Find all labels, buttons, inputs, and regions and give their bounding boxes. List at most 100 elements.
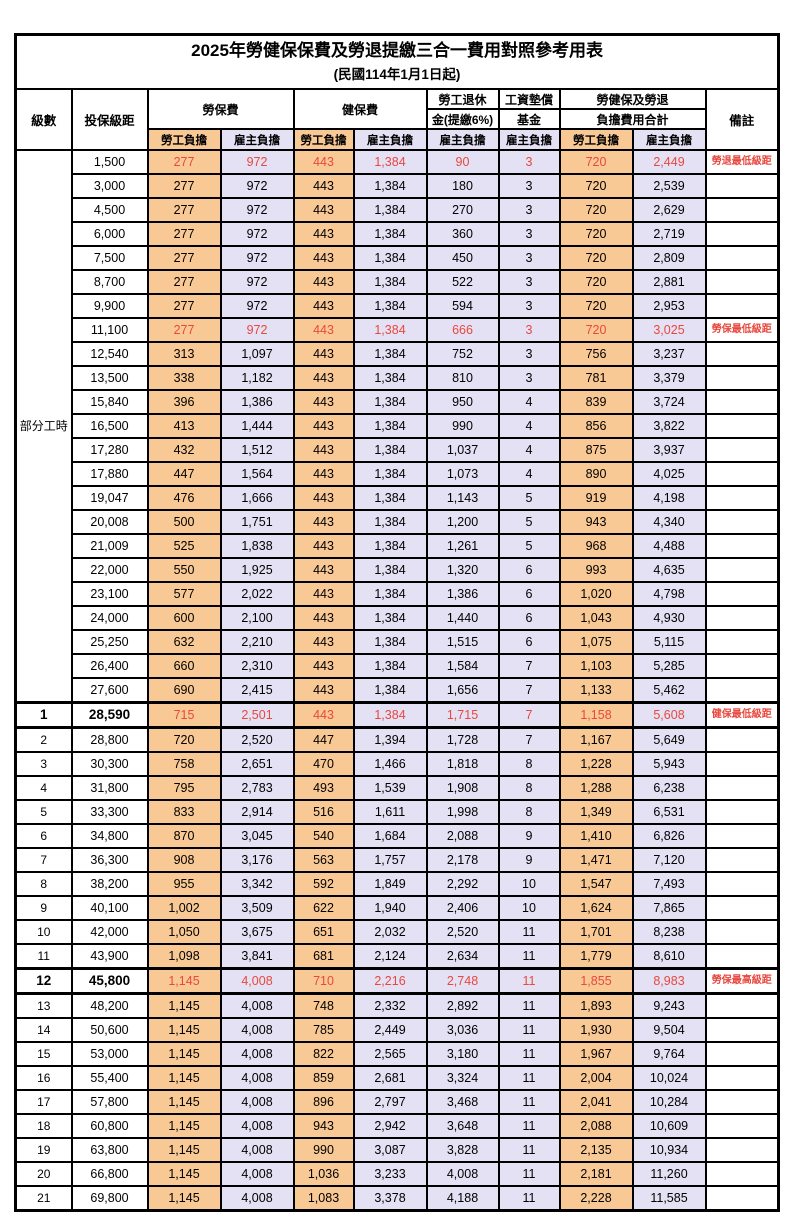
pension-employer-cell: 3,180: [425, 1041, 500, 1067]
bracket-cell: 8,700: [70, 269, 149, 295]
bracket-cell: 24,000: [70, 605, 149, 631]
health-employer-cell: 1,384: [352, 317, 428, 343]
total-employer-cell: 9,243: [631, 992, 707, 1019]
labor-employer-cell: 1,666: [219, 485, 295, 511]
labor-employer-cell: 4,008: [219, 1065, 295, 1091]
table-row: 12 45,800 1,145 4,008 710 2,216 2,748 11 1,855 8,…: [14, 967, 780, 995]
wage-fund-employer-cell: 5: [497, 533, 561, 559]
pension-employer-cell: 3,648: [425, 1113, 500, 1139]
remark-cell: [704, 847, 780, 873]
health-employee-cell: 443: [292, 389, 355, 415]
labor-employee-cell: 1,145: [146, 1089, 222, 1115]
wage-fund-employer-cell: 8: [497, 775, 561, 801]
subheader-wage-fund-employer: 雇主負擔: [497, 128, 561, 151]
remark-cell: [704, 413, 780, 439]
wage-fund-employer-cell: 5: [497, 485, 561, 511]
health-employee-cell: 443: [292, 365, 355, 391]
health-employee-cell: 443: [292, 341, 355, 367]
total-employer-cell: 4,340: [631, 509, 707, 535]
wage-fund-employer-cell: 3: [497, 317, 561, 343]
bracket-cell: 42,000: [70, 919, 149, 945]
wage-fund-employer-cell: 3: [497, 245, 561, 271]
bracket-cell: 43,900: [70, 943, 149, 970]
level-cell: 15: [14, 1041, 73, 1067]
total-employer-cell: 8,610: [631, 943, 707, 970]
health-employee-cell: 443: [292, 557, 355, 583]
remark-cell: [704, 1185, 780, 1212]
labor-employee-cell: 870: [146, 823, 222, 849]
col-header-total-line1: 勞健保及勞退: [558, 88, 707, 110]
health-employee-cell: 443: [292, 197, 355, 223]
total-employee-cell: 2,004: [558, 1065, 634, 1091]
labor-employer-cell: 2,210: [219, 629, 295, 655]
pension-employer-cell: 3,828: [425, 1137, 500, 1163]
table-row: 7 36,300 908 3,176 563 1,757 2,178 9 1,471 7,120: [14, 847, 780, 873]
level-cell: 21: [14, 1185, 73, 1212]
remark-cell: [704, 751, 780, 777]
labor-employer-cell: 4,008: [219, 1041, 295, 1067]
health-employer-cell: 1,384: [352, 485, 428, 511]
total-employer-cell: 5,649: [631, 726, 707, 753]
total-employee-cell: 1,779: [558, 943, 634, 970]
pension-employer-cell: 1,728: [425, 726, 500, 753]
wage-fund-employer-cell: 4: [497, 437, 561, 463]
health-employee-cell: 1,083: [292, 1185, 355, 1212]
labor-employer-cell: 2,914: [219, 799, 295, 825]
labor-employee-cell: 1,145: [146, 1113, 222, 1139]
labor-employee-cell: 277: [146, 269, 222, 295]
labor-employer-cell: 4,008: [219, 1137, 295, 1163]
health-employee-cell: 443: [292, 509, 355, 535]
health-employer-cell: 2,216: [352, 967, 428, 995]
col-header-total-line2: 負擔費用合計: [558, 108, 707, 130]
labor-employer-cell: 3,045: [219, 823, 295, 849]
level-cell: 13: [14, 992, 73, 1019]
labor-employer-cell: 4,008: [219, 1185, 295, 1212]
bracket-cell: 27,600: [70, 677, 149, 704]
table-row: 19 63,800 1,145 4,008 990 3,087 3,828 11 2,135 10…: [14, 1137, 780, 1163]
labor-employer-cell: 972: [219, 245, 295, 271]
total-employee-cell: 2,041: [558, 1089, 634, 1115]
total-employer-cell: 2,539: [631, 173, 707, 199]
labor-employer-cell: 1,751: [219, 509, 295, 535]
pension-employer-cell: 1,584: [425, 653, 500, 679]
pension-employer-cell: 2,520: [425, 919, 500, 945]
health-employee-cell: 1,036: [292, 1161, 355, 1187]
wage-fund-employer-cell: 11: [497, 1041, 561, 1067]
labor-employee-cell: 525: [146, 533, 222, 559]
labor-employer-cell: 1,182: [219, 365, 295, 391]
health-employer-cell: 1,384: [352, 149, 428, 175]
wage-fund-employer-cell: 9: [497, 823, 561, 849]
level-cell: 16: [14, 1065, 73, 1091]
total-employee-cell: 1,855: [558, 967, 634, 995]
total-employer-cell: 10,609: [631, 1113, 707, 1139]
labor-employee-cell: 1,145: [146, 1065, 222, 1091]
health-employee-cell: 710: [292, 967, 355, 995]
labor-employee-cell: 277: [146, 221, 222, 247]
labor-employer-cell: 3,841: [219, 943, 295, 970]
health-employer-cell: 3,378: [352, 1185, 428, 1212]
labor-employer-cell: 972: [219, 317, 295, 343]
total-employer-cell: 6,826: [631, 823, 707, 849]
labor-employee-cell: 277: [146, 245, 222, 271]
remark-cell: 健保最低級距: [704, 701, 780, 729]
bracket-cell: 40,100: [70, 895, 149, 921]
bracket-cell: 3,000: [70, 173, 149, 199]
health-employee-cell: 443: [292, 245, 355, 271]
total-employee-cell: 1,133: [558, 677, 634, 704]
level-cell: 10: [14, 919, 73, 945]
table-row: 21 69,800 1,145 4,008 1,083 3,378 4,188 11 2,228…: [14, 1185, 780, 1212]
table-row: 3 30,300 758 2,651 470 1,466 1,818 8 1,228 5,943: [14, 751, 780, 777]
total-employer-cell: 6,531: [631, 799, 707, 825]
remark-cell: [704, 775, 780, 801]
header-row-3: 勞工負擔 雇主負擔 勞工負擔 雇主負擔 雇主負擔 雇主負擔 勞工負擔 雇主負擔: [16, 128, 779, 151]
health-employee-cell: 443: [292, 677, 355, 704]
remark-cell: 勞保最高級距: [704, 967, 780, 995]
total-employer-cell: 3,822: [631, 413, 707, 439]
health-employer-cell: 1,684: [352, 823, 428, 849]
health-employer-cell: 2,124: [352, 943, 428, 970]
level-cell: 4: [14, 775, 73, 801]
total-employee-cell: 1,893: [558, 992, 634, 1019]
col-header-bracket: 投保級距: [70, 88, 149, 151]
labor-employee-cell: 413: [146, 413, 222, 439]
health-employer-cell: 1,384: [352, 677, 428, 704]
